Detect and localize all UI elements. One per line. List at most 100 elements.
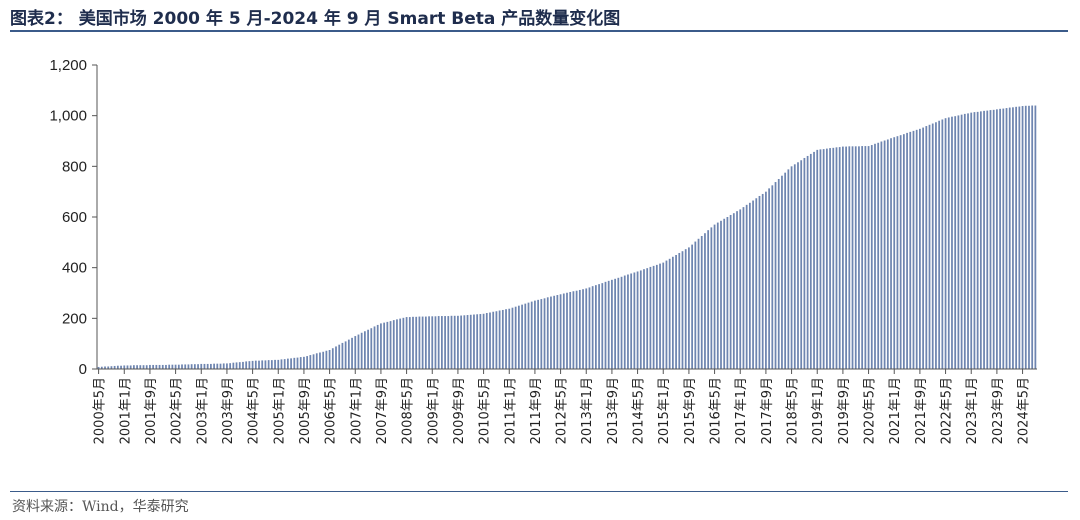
bar: [989, 110, 992, 369]
bar: [614, 278, 616, 369]
bar: [983, 110, 985, 369]
x-tick-label: 2008年5月: [401, 377, 416, 444]
bar: [280, 359, 283, 369]
bar: [437, 316, 440, 369]
bar: [165, 364, 167, 369]
bar: [594, 285, 597, 369]
bar: [251, 360, 254, 369]
bar: [296, 357, 299, 369]
x-tick-label: 2020年5月: [863, 377, 878, 444]
bar: [457, 315, 459, 369]
bar: [761, 193, 764, 369]
x-tick-label: 2003年1月: [195, 377, 210, 444]
bar: [290, 358, 292, 369]
bar: [431, 316, 434, 369]
bar: [643, 269, 645, 369]
bar: [707, 230, 710, 369]
bar: [979, 111, 982, 370]
bar: [274, 359, 276, 369]
bar: [960, 114, 963, 370]
bar: [739, 209, 742, 369]
bar: [242, 361, 244, 369]
bar: [351, 337, 353, 369]
bar: [466, 315, 469, 369]
bar: [364, 331, 366, 369]
bar: [534, 300, 536, 369]
x-tick-label: 2004年5月: [247, 377, 262, 444]
bar: [213, 363, 215, 369]
bar: [774, 182, 777, 369]
bar: [126, 365, 129, 369]
bar: [688, 247, 690, 369]
bar: [874, 143, 876, 369]
bar: [1012, 107, 1014, 369]
bar: [261, 360, 264, 369]
bar: [530, 301, 533, 369]
bar: [617, 277, 620, 369]
bar: [338, 344, 341, 369]
bar: [668, 258, 671, 369]
bar: [963, 113, 966, 369]
x-tick-label: 2015年1月: [657, 377, 672, 444]
bar: [492, 311, 495, 369]
bar: [283, 359, 286, 369]
bar: [678, 252, 681, 369]
bar: [219, 363, 222, 369]
bar: [575, 290, 578, 369]
x-tick-label: 2003年9月: [221, 377, 236, 444]
bar: [505, 309, 507, 369]
bar: [418, 316, 421, 369]
bar: [392, 320, 395, 369]
bar: [893, 137, 896, 369]
bar: [915, 129, 918, 369]
bar: [479, 314, 482, 369]
bar: [149, 364, 151, 369]
bar: [511, 307, 514, 369]
bar: [441, 316, 443, 369]
bar: [197, 364, 199, 369]
x-tick-label: 2012年5月: [555, 377, 570, 444]
bar: [755, 198, 758, 369]
bar: [540, 299, 543, 369]
bar: [258, 360, 260, 369]
bar: [210, 363, 212, 369]
x-tick-label: 2002年5月: [170, 377, 185, 444]
bar: [639, 270, 642, 369]
bar: [970, 112, 973, 369]
bar: [604, 281, 607, 369]
bar: [174, 364, 177, 369]
x-tick-label: 2011年1月: [503, 377, 518, 444]
bar: [854, 146, 857, 369]
bar: [941, 119, 944, 369]
bar: [498, 310, 501, 369]
bar: [514, 306, 517, 369]
bar: [226, 363, 228, 369]
bar: [482, 313, 485, 369]
bar: [347, 339, 350, 369]
x-tick-label: 2022年5月: [940, 377, 955, 444]
x-tick-label: 2019年1月: [811, 377, 826, 444]
x-tick-label: 2013年9月: [606, 377, 621, 444]
bar: [569, 291, 572, 369]
bar: [867, 146, 870, 369]
bar: [777, 179, 780, 369]
bar: [133, 365, 135, 369]
bar: [935, 122, 937, 369]
bar: [736, 211, 738, 369]
bar: [781, 175, 783, 369]
bar: [331, 348, 334, 369]
bar: [720, 220, 722, 369]
bar: [550, 296, 552, 369]
bar: [527, 302, 530, 369]
bar: [787, 169, 790, 369]
bar: [559, 294, 562, 369]
bar: [508, 308, 511, 369]
bar: [957, 115, 960, 369]
bar: [954, 116, 957, 369]
bar: [152, 364, 155, 369]
x-tick-label: 2009年9月: [452, 377, 467, 444]
bar: [402, 317, 405, 369]
bar: [373, 326, 376, 369]
bar: [203, 363, 206, 369]
bar: [732, 213, 735, 369]
